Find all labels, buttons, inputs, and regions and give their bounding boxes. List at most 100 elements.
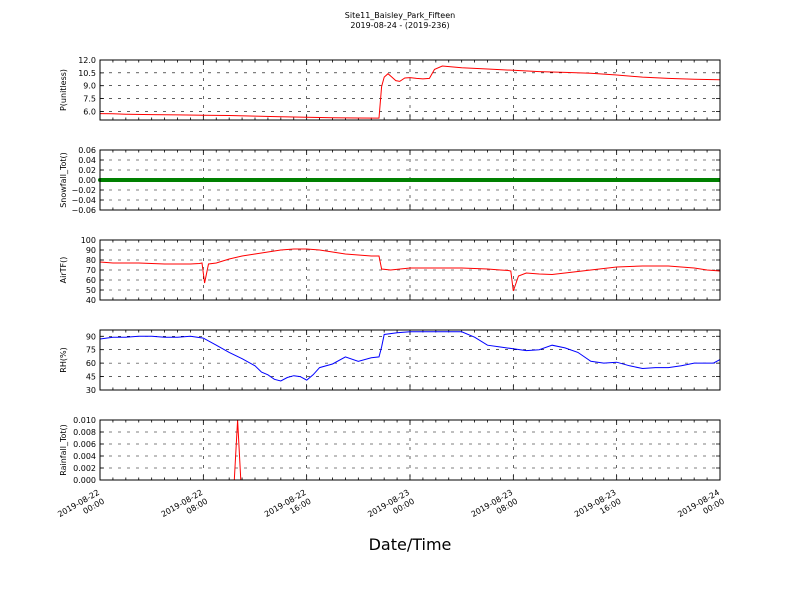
y-tick-label: 50 xyxy=(86,286,96,295)
series-marker xyxy=(446,178,450,182)
series-marker xyxy=(395,178,399,182)
series-marker xyxy=(629,178,633,182)
series-marker xyxy=(308,178,312,182)
series-marker xyxy=(188,178,192,182)
series-marker xyxy=(143,178,147,182)
series-marker xyxy=(236,178,240,182)
y-tick-label: 60 xyxy=(86,359,96,368)
series-marker xyxy=(239,178,243,182)
series-marker xyxy=(563,178,567,182)
series-marker xyxy=(608,178,612,182)
series-marker xyxy=(569,178,573,182)
y-tick-label: 100 xyxy=(81,236,96,245)
y-tick-label: 12.0 xyxy=(78,56,96,65)
y-tick-label: 0.00 xyxy=(78,176,96,185)
series-marker xyxy=(698,178,702,182)
series-marker xyxy=(704,178,708,182)
y-tick-label: 80 xyxy=(86,256,96,265)
series-marker xyxy=(695,178,699,182)
series-marker xyxy=(476,178,480,182)
series-marker xyxy=(455,178,459,182)
y-axis-label: Snowfall_Tot() xyxy=(59,152,68,208)
series-marker xyxy=(644,178,648,182)
series-marker xyxy=(542,178,546,182)
series-marker xyxy=(638,178,642,182)
series-marker xyxy=(482,178,486,182)
series-marker xyxy=(683,178,687,182)
series-marker xyxy=(161,178,165,182)
series-marker xyxy=(557,178,561,182)
series-marker xyxy=(218,178,222,182)
series-marker xyxy=(614,178,618,182)
y-axis-label: P(unitless) xyxy=(59,69,68,111)
series-marker xyxy=(119,178,123,182)
series-marker xyxy=(416,178,420,182)
series-marker xyxy=(584,178,588,182)
series-marker xyxy=(572,178,576,182)
series-marker xyxy=(686,178,690,182)
series-marker xyxy=(536,178,540,182)
series-marker xyxy=(677,178,681,182)
series-marker xyxy=(713,178,717,182)
x-tick-label: 2019-08-2216:00 xyxy=(263,488,313,528)
series-marker xyxy=(314,178,318,182)
y-tick-label: 90 xyxy=(86,246,96,255)
series-marker xyxy=(257,178,261,182)
series-marker xyxy=(203,178,207,182)
series-marker xyxy=(122,178,126,182)
y-tick-label: −0.02 xyxy=(71,186,96,195)
series-marker xyxy=(521,178,525,182)
series-marker xyxy=(311,178,315,182)
figure-subtitle: 2019-08-24 - (2019-236) xyxy=(350,21,450,30)
series-marker xyxy=(674,178,678,182)
y-tick-label: 0.010 xyxy=(73,416,96,425)
series-marker xyxy=(653,178,657,182)
series-marker xyxy=(527,178,531,182)
series-marker xyxy=(473,178,477,182)
series-marker xyxy=(440,178,444,182)
series-marker xyxy=(242,178,246,182)
series-marker xyxy=(635,178,639,182)
series-marker xyxy=(290,178,294,182)
series-marker xyxy=(176,178,180,182)
series-marker xyxy=(410,178,414,182)
series-marker xyxy=(335,178,339,182)
series-marker xyxy=(467,178,471,182)
series-marker xyxy=(209,178,213,182)
series-marker xyxy=(392,178,396,182)
series-marker xyxy=(413,178,417,182)
series-marker xyxy=(434,178,438,182)
x-tick-label: 2019-08-2200:00 xyxy=(56,488,106,528)
series-marker xyxy=(251,178,255,182)
series-marker xyxy=(662,178,666,182)
series-marker xyxy=(659,178,663,182)
series-marker xyxy=(578,178,582,182)
series-marker xyxy=(221,178,225,182)
series-marker xyxy=(272,178,276,182)
series-marker xyxy=(140,178,144,182)
series-marker xyxy=(398,178,402,182)
series-marker xyxy=(215,178,219,182)
series-line xyxy=(99,248,721,292)
panel-3: 30 45 60 75 90 RH(%) xyxy=(59,329,721,395)
series-marker xyxy=(302,178,306,182)
series-marker xyxy=(164,178,168,182)
series-marker xyxy=(227,178,231,182)
series-marker xyxy=(500,178,504,182)
series-marker xyxy=(371,178,375,182)
series-marker xyxy=(575,178,579,182)
series-marker xyxy=(458,178,462,182)
x-tick-label: 2019-08-2400:00 xyxy=(676,488,726,528)
series-marker xyxy=(155,178,159,182)
series-marker xyxy=(362,178,366,182)
series-marker xyxy=(185,178,189,182)
series-marker xyxy=(266,178,270,182)
y-axis-label: RH(%) xyxy=(59,347,68,372)
series-marker xyxy=(116,178,120,182)
series-marker xyxy=(407,178,411,182)
series-marker xyxy=(425,178,429,182)
series-marker xyxy=(149,178,153,182)
series-marker xyxy=(689,178,693,182)
series-marker xyxy=(464,178,468,182)
series-marker xyxy=(716,178,720,182)
